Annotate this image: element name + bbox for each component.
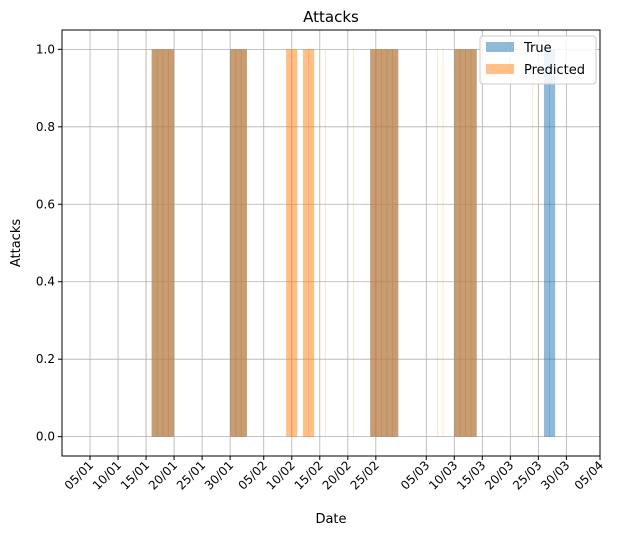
- y-tick-label: 1.0: [36, 42, 55, 56]
- bar-predicted: [230, 49, 247, 437]
- y-tick-label: 0.0: [36, 430, 55, 444]
- x-tick-label: 20/03: [482, 458, 516, 492]
- bar-predicted: [370, 49, 399, 437]
- bar-predicted: [454, 49, 477, 437]
- legend-swatch-true: [486, 42, 514, 52]
- x-tick-label: 05/03: [398, 458, 432, 492]
- y-tick-label: 0.2: [36, 352, 55, 366]
- x-tick-label: 05/04: [572, 458, 606, 492]
- bar-predicted: [151, 49, 175, 437]
- axis-ticks: 0.00.20.40.60.81.005/0110/0115/0120/0125…: [36, 42, 606, 492]
- bar-predicted: [286, 49, 298, 437]
- x-tick-label: 30/01: [202, 458, 236, 492]
- y-tick-label: 0.6: [36, 197, 55, 211]
- x-tick-label: 15/01: [118, 458, 152, 492]
- legend-swatch-predicted: [486, 64, 514, 74]
- x-tick-label: 15/03: [454, 458, 488, 492]
- y-axis-title: Attacks: [9, 219, 24, 268]
- x-tick-label: 10/01: [90, 458, 124, 492]
- x-tick-label: 05/01: [62, 458, 96, 492]
- x-tick-label: 25/02: [348, 458, 382, 492]
- plot-frame: [61, 29, 601, 457]
- y-tick-label: 0.8: [36, 120, 55, 134]
- bar-predicted: [302, 49, 315, 437]
- x-tick-label: 20/01: [146, 458, 180, 492]
- x-tick-label: 05/02: [236, 458, 270, 492]
- legend: True Predicted: [479, 35, 597, 85]
- x-tick-label: 25/03: [510, 458, 544, 492]
- y-tick-label: 0.4: [36, 275, 55, 289]
- legend-label-true: True: [523, 41, 552, 56]
- x-tick-label: 25/01: [174, 458, 208, 492]
- bar-true: [543, 49, 556, 437]
- x-tick-label: 30/03: [538, 458, 572, 492]
- x-tick-label: 20/02: [320, 458, 354, 492]
- legend-label-predicted: Predicted: [524, 63, 585, 78]
- bars: [145, 49, 556, 437]
- grid: [62, 30, 601, 456]
- x-tick-label: 10/02: [264, 458, 298, 492]
- x-tick-label: 10/03: [426, 458, 460, 492]
- x-axis-title: Date: [315, 512, 346, 527]
- chart-title: Attacks: [303, 8, 359, 26]
- x-tick-label: 15/02: [292, 458, 326, 492]
